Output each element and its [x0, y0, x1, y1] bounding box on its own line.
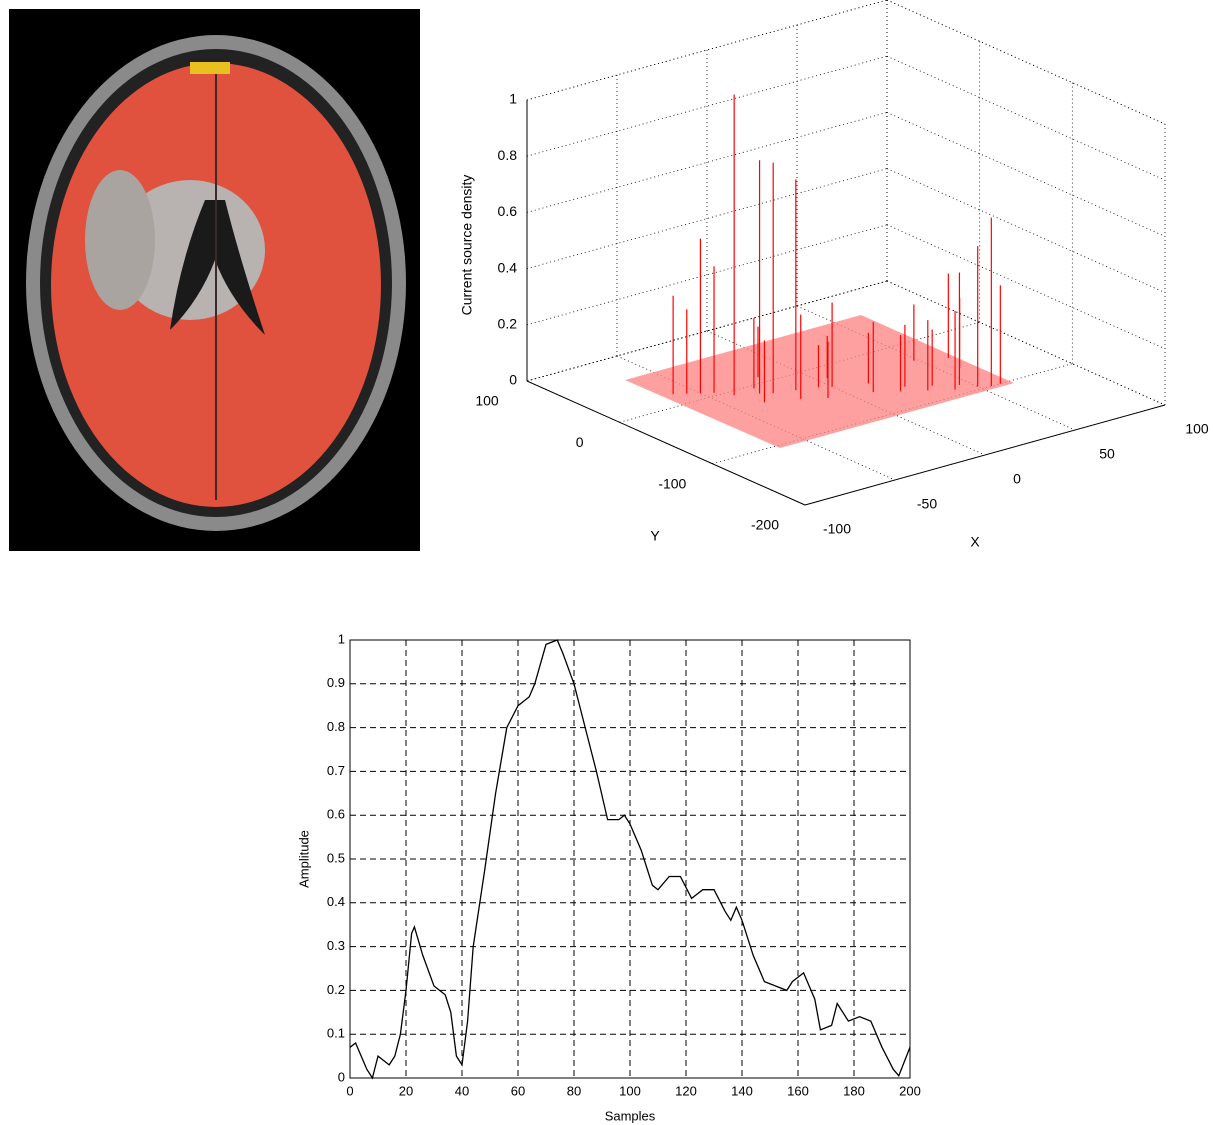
grid-line	[886, 112, 1166, 237]
grid-line	[526, 380, 806, 506]
y-tick-label: 100	[475, 393, 499, 409]
x-tick-label: 20	[399, 1083, 413, 1098]
x-tick-label: 120	[675, 1083, 697, 1098]
y-axis-label: Amplitude	[296, 830, 311, 888]
y-tick-label: -200	[751, 517, 779, 533]
z-tick-label: 0.2	[498, 316, 518, 332]
y-tick-label: 0.2	[327, 982, 345, 997]
grid-line	[886, 224, 1166, 350]
x-tick-label: 50	[1099, 446, 1115, 462]
x-tick-label: 200	[899, 1083, 921, 1098]
x-tick-label: 0	[1013, 471, 1021, 487]
y-tick-label: 0	[576, 434, 584, 450]
hotspot	[190, 62, 230, 74]
ventricle	[170, 200, 265, 335]
z-tick-label: 0.6	[498, 203, 518, 219]
x-tick-label: -100	[823, 521, 851, 537]
y-tick-label: 0.8	[327, 719, 345, 734]
x-tick-label: 140	[731, 1083, 753, 1098]
y-tick-label: 0.9	[327, 675, 345, 690]
x-tick-label: 180	[843, 1083, 865, 1098]
y-tick-label: -100	[658, 475, 686, 491]
y-axis-label: Y	[650, 528, 660, 544]
x-tick-label: 100	[1185, 421, 1209, 437]
x-axis-label: Samples	[605, 1108, 656, 1123]
x-tick-label: 60	[511, 1083, 525, 1098]
y-tick-label: 1	[338, 631, 345, 646]
x-tick-label: 80	[567, 1083, 581, 1098]
y-tick-label: 0.4	[327, 894, 345, 909]
x-axis-label: X	[970, 534, 980, 550]
y-tick-label: 0.1	[327, 1026, 345, 1041]
white-matter	[85, 170, 155, 310]
grid-line	[886, 55, 1166, 181]
y-tick-label: 0.3	[327, 938, 345, 953]
y-tick-label: 0	[338, 1069, 345, 1084]
grid-line	[886, 168, 1166, 293]
x-tick-label: 0	[346, 1083, 353, 1098]
z-tick-label: 0.8	[498, 147, 518, 163]
y-tick-label: 0.6	[327, 807, 345, 822]
x-tick-label: -50	[917, 496, 937, 512]
z-tick-label: 0	[509, 372, 517, 388]
brain-image	[9, 9, 420, 551]
z-axis-label: Current source density	[459, 175, 475, 316]
z-tick-label: 0.4	[498, 259, 518, 275]
y-tick-label: 0.7	[327, 763, 345, 778]
source-plane	[625, 315, 1014, 448]
grid-line	[886, 280, 1166, 406]
y-tick-label: 0.5	[327, 850, 345, 865]
grid-line	[886, 0, 1166, 125]
x-tick-label: 40	[455, 1083, 469, 1098]
x-tick-label: 100	[619, 1083, 641, 1098]
line-series	[349, 639, 911, 1080]
z-tick-label: 1	[509, 91, 517, 107]
x-tick-label: 160	[787, 1083, 809, 1098]
